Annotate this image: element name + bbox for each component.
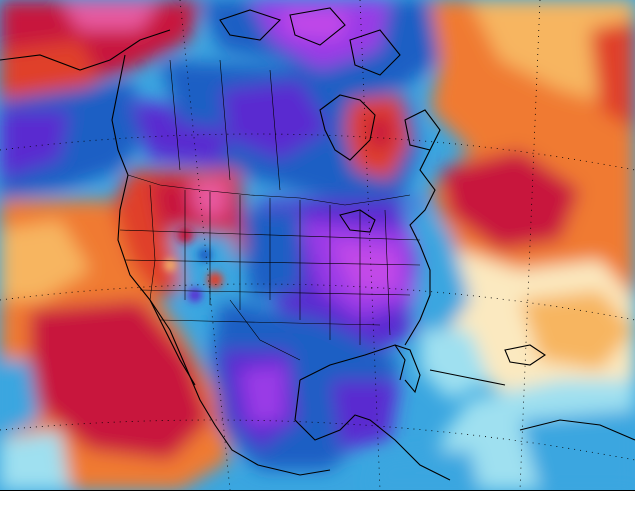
anomaly-field: [0, 0, 635, 490]
anomaly-map-canvas: [0, 0, 635, 490]
graticule: [0, 0, 635, 490]
weather-map: [0, 0, 635, 490]
bottom-margin: [0, 490, 635, 509]
